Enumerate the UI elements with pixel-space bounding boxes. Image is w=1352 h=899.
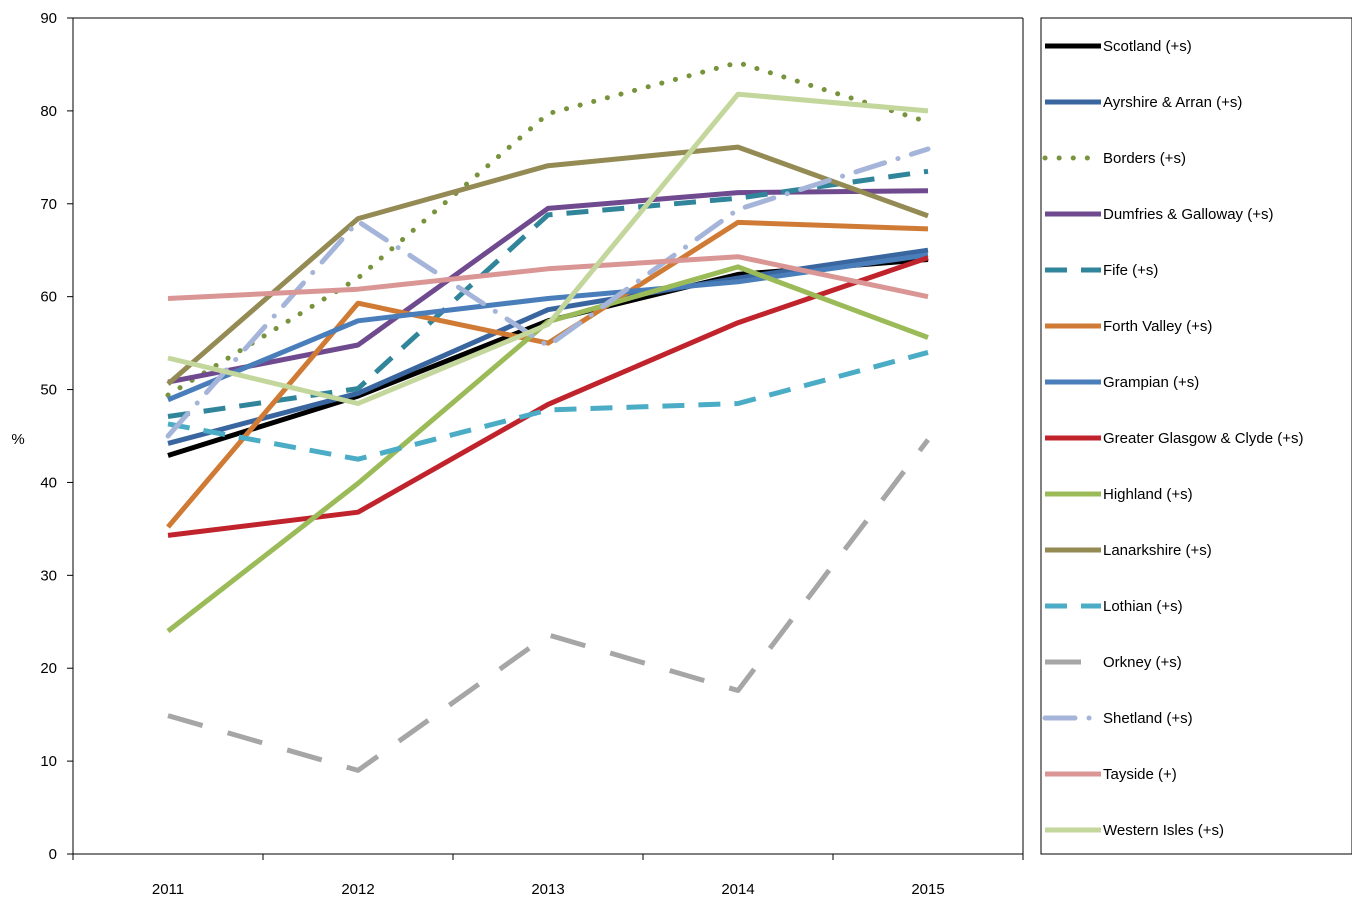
x-axis-ticks: 2011 2012 2013 2014 2015	[72, 854, 1024, 898]
legend-label: Western Isles (+s)	[1103, 822, 1224, 839]
legend-label: Borders (+s)	[1103, 150, 1186, 167]
legend-label: Scotland (+s)	[1103, 38, 1192, 55]
x-tick-label: 2011	[152, 881, 184, 898]
legend-label: Lothian (+s)	[1103, 598, 1183, 615]
x-tick-label: 2013	[531, 881, 564, 898]
y-tick-label: 30	[40, 567, 57, 584]
legend-label: Ayrshire & Arran (+s)	[1103, 94, 1242, 111]
legend-label: Orkney (+s)	[1103, 654, 1182, 671]
series-line-13	[167, 254, 929, 301]
y-tick-label: 10	[40, 753, 57, 770]
legend-label: Greater Glasgow & Clyde (+s)	[1103, 430, 1304, 447]
y-tick-label: 50	[40, 382, 57, 399]
series-line-6	[167, 252, 929, 403]
y-tick-label: 70	[40, 196, 57, 213]
legend-label: Fife (+s)	[1103, 262, 1158, 279]
series-line-1	[167, 247, 929, 446]
legend-label: Dumfries & Galloway (+s)	[1103, 206, 1273, 223]
series-line-10	[167, 349, 929, 462]
series-line-11	[167, 438, 930, 773]
y-tick-label: 80	[40, 103, 57, 120]
y-axis-ticks: 0 10 20 30 40 50 60 70 80 90	[40, 10, 73, 863]
y-tick-label: 20	[40, 660, 57, 677]
series-line-14	[167, 91, 929, 406]
y-tick-label: 90	[40, 10, 57, 27]
y-axis-label: %	[11, 431, 24, 448]
x-tick-label: 2014	[721, 881, 754, 898]
legend-label: Lanarkshire (+s)	[1103, 542, 1212, 559]
series-line-3	[167, 188, 929, 385]
plot-area: 0 10 20 30 40 50 60 70 80 90 2011 2012 2013 2014 2015	[40, 10, 1024, 898]
series-lines	[165, 60, 931, 773]
legend-label: Shetland (+s)	[1103, 710, 1193, 727]
series-line-5	[166, 219, 929, 529]
y-tick-label: 60	[40, 289, 57, 306]
legend-label: Grampian (+s)	[1103, 374, 1199, 391]
y-tick-label: 0	[49, 846, 57, 863]
series-line-7	[167, 255, 929, 538]
legend-label: Tayside (+)	[1103, 766, 1177, 783]
series-line-9	[166, 144, 929, 386]
x-tick-label: 2012	[341, 881, 374, 898]
legend-label: Forth Valley (+s)	[1103, 318, 1212, 335]
x-tick-label: 2015	[911, 881, 944, 898]
legend-label: Highland (+s)	[1103, 486, 1193, 503]
legend: Scotland (+s) Ayrshire & Arran (+s) Border…	[1040, 17, 1352, 855]
y-tick-label: 40	[40, 474, 57, 491]
legend-items: Scotland (+s) Ayrshire & Arran (+s) Border…	[1042, 38, 1304, 839]
